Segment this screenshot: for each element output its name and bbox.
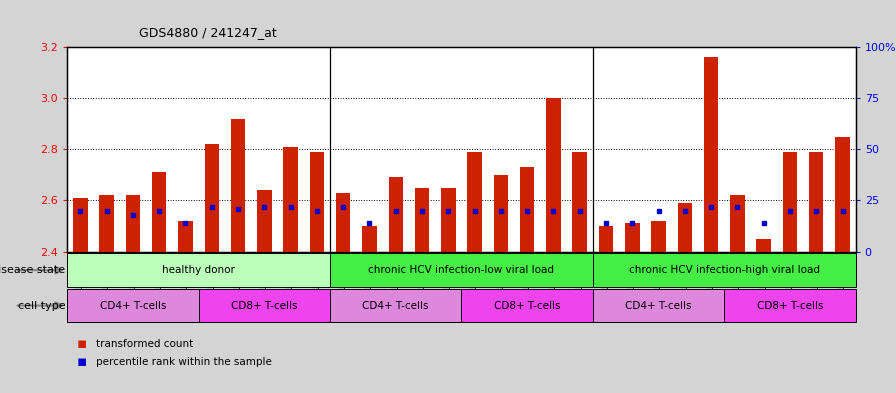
Bar	[783, 152, 797, 252]
Bar	[599, 226, 613, 252]
Bar	[330, 253, 593, 287]
Bar	[99, 195, 114, 252]
Bar	[231, 119, 246, 252]
Text: CD8+ T-cells: CD8+ T-cells	[494, 301, 560, 310]
Bar	[724, 289, 856, 322]
Bar	[520, 167, 534, 252]
Bar	[547, 98, 561, 252]
Bar	[67, 289, 199, 322]
Bar	[73, 198, 88, 252]
Bar	[199, 289, 330, 322]
Text: cell type: cell type	[18, 301, 65, 310]
Bar	[362, 226, 376, 252]
Bar	[677, 203, 692, 252]
Bar	[468, 152, 482, 252]
Bar	[257, 190, 271, 252]
Bar	[494, 175, 508, 252]
Bar	[730, 195, 745, 252]
Bar	[809, 152, 823, 252]
Text: CD4+ T-cells: CD4+ T-cells	[99, 301, 166, 310]
Bar	[835, 136, 849, 252]
Bar	[625, 223, 640, 252]
Text: GDS4880 / 241247_at: GDS4880 / 241247_at	[139, 26, 277, 39]
Bar	[573, 152, 587, 252]
Bar	[178, 221, 193, 252]
Text: ▪: ▪	[76, 354, 87, 369]
Text: chronic HCV infection-high viral load: chronic HCV infection-high viral load	[629, 265, 820, 275]
Text: transformed count: transformed count	[96, 339, 194, 349]
Bar	[204, 144, 219, 252]
Bar	[593, 289, 724, 322]
Text: CD4+ T-cells: CD4+ T-cells	[625, 301, 692, 310]
Text: CD8+ T-cells: CD8+ T-cells	[757, 301, 823, 310]
Bar	[461, 289, 593, 322]
Bar	[330, 289, 461, 322]
Text: disease state: disease state	[0, 265, 65, 275]
Bar	[283, 147, 297, 252]
Bar	[756, 239, 771, 252]
Bar	[389, 178, 403, 252]
Bar	[704, 57, 719, 252]
Bar	[415, 187, 429, 252]
Bar	[67, 253, 330, 287]
Bar	[336, 193, 350, 252]
Text: CD8+ T-cells: CD8+ T-cells	[231, 301, 297, 310]
Text: CD4+ T-cells: CD4+ T-cells	[363, 301, 429, 310]
Bar	[152, 172, 167, 252]
Bar	[593, 253, 856, 287]
Text: ▪: ▪	[76, 336, 87, 351]
Text: healthy donor: healthy donor	[162, 265, 235, 275]
Bar	[651, 221, 666, 252]
Text: chronic HCV infection-low viral load: chronic HCV infection-low viral load	[368, 265, 555, 275]
Text: percentile rank within the sample: percentile rank within the sample	[96, 356, 271, 367]
Bar	[310, 152, 324, 252]
Bar	[441, 187, 455, 252]
Bar	[125, 195, 140, 252]
